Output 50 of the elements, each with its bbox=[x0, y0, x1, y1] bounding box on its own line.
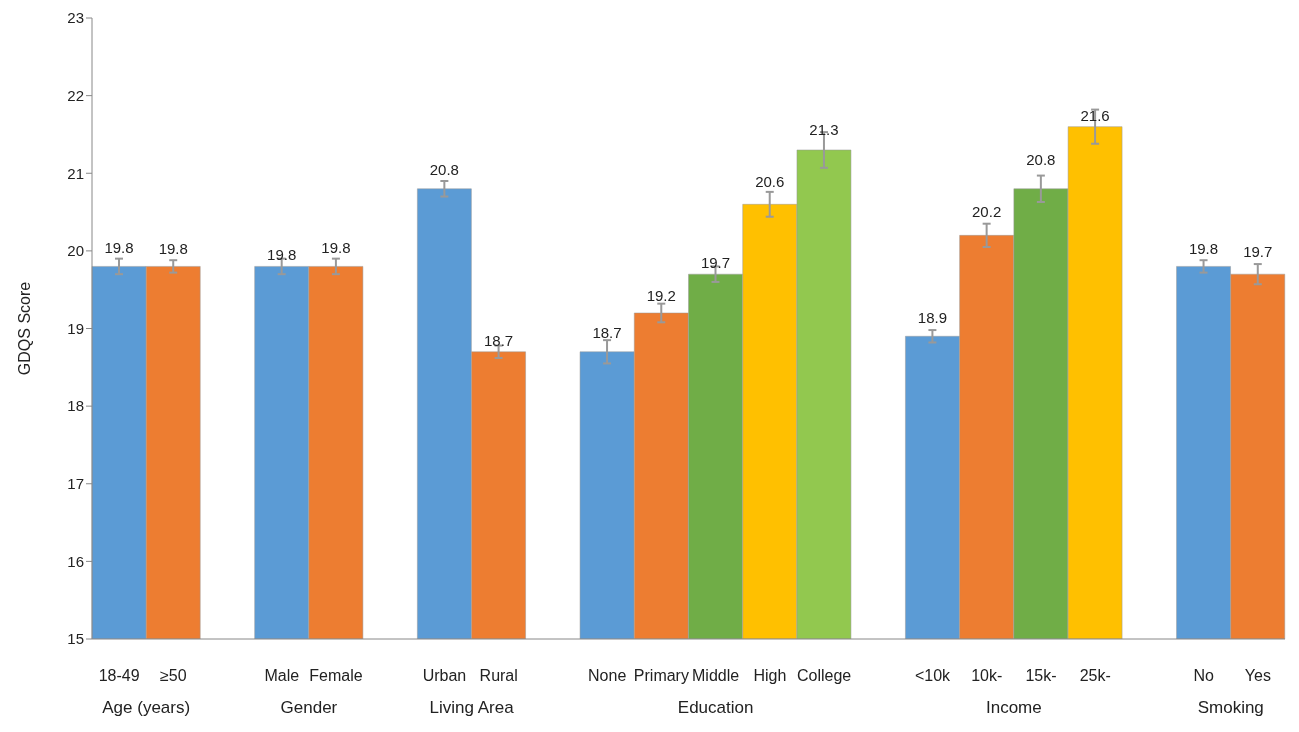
data-label: 18.9 bbox=[917, 308, 948, 326]
y-tick-label: 19 bbox=[67, 319, 84, 337]
data-label: 20.6 bbox=[755, 172, 785, 190]
x-tick-label: 10k- bbox=[971, 667, 1003, 684]
text: Smoking bbox=[1196, 698, 1265, 718]
data-label: 18.7 bbox=[483, 331, 514, 349]
y-tick-label: 16 bbox=[67, 552, 84, 570]
data-label: 20.8 bbox=[429, 161, 459, 179]
x-tick-label: Middle bbox=[692, 667, 740, 684]
data-label: 21.6 bbox=[1080, 106, 1110, 124]
x-tick-label: Male bbox=[264, 667, 300, 684]
y-tick-label: 22 bbox=[67, 86, 84, 104]
data-label: 19.8 bbox=[1188, 240, 1219, 258]
x-tick-label: Yes bbox=[1244, 667, 1271, 684]
x-tick-label: Rural bbox=[479, 667, 518, 684]
data-label: 19.8 bbox=[104, 238, 134, 256]
text: Gender bbox=[279, 698, 339, 718]
y-axis-title: GDQS Score bbox=[15, 281, 33, 376]
y-tick-label: 18 bbox=[67, 397, 84, 415]
data-label: 18.7 bbox=[592, 324, 622, 342]
x-tick-label: Urban bbox=[422, 667, 467, 684]
x-tick-label: Female bbox=[309, 667, 363, 684]
data-label: 19.7 bbox=[700, 254, 731, 272]
y-tick-label: 15 bbox=[67, 630, 84, 648]
x-tick-label: 15k- bbox=[1025, 667, 1057, 684]
data-label: 20.2 bbox=[972, 202, 1002, 220]
text: Age (years) bbox=[101, 698, 192, 718]
data-label: 19.7 bbox=[1243, 242, 1273, 260]
text: Education bbox=[676, 698, 755, 718]
data-label: 21.3 bbox=[809, 120, 839, 138]
text: Income bbox=[985, 698, 1043, 718]
y-tick-label: 17 bbox=[67, 475, 84, 493]
x-tick-label: None bbox=[588, 667, 627, 684]
y-tick-label: 23 bbox=[67, 9, 84, 27]
x-tick-label: 18-49 bbox=[98, 667, 140, 684]
data-label: 20.8 bbox=[1026, 150, 1056, 168]
y-tick-label: 20 bbox=[67, 242, 84, 260]
x-tick-label: No bbox=[1193, 667, 1214, 684]
data-label: 19.8 bbox=[158, 240, 188, 258]
y-tick-label: 21 bbox=[67, 164, 84, 182]
data-label: 19.8 bbox=[321, 238, 351, 256]
x-tick-label: Primary bbox=[633, 667, 689, 684]
x-tick-label: College bbox=[796, 667, 852, 684]
x-tick-label: ≥50 bbox=[160, 667, 187, 684]
x-tick-label: <10k bbox=[914, 667, 952, 684]
x-tick-label: High bbox=[753, 667, 787, 684]
data-label: 19.8 bbox=[267, 246, 297, 264]
text: Living Area bbox=[428, 698, 515, 718]
x-tick-label: 25k- bbox=[1079, 667, 1111, 684]
data-label: 19.2 bbox=[646, 286, 676, 304]
